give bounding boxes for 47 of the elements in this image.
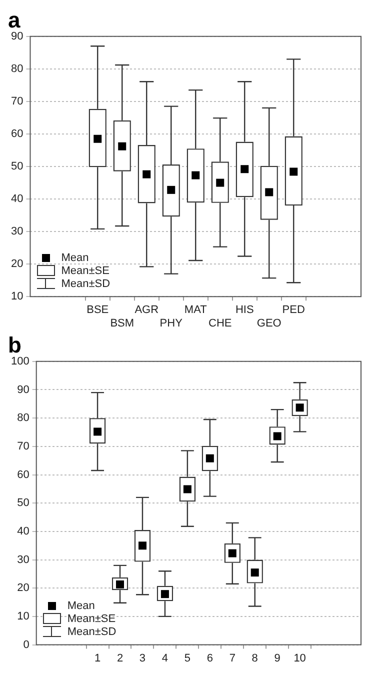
x-tick-label: 2 (116, 652, 124, 664)
x-tick-label: HIS (235, 304, 254, 316)
x-tick-label: PHY (160, 317, 184, 330)
x-tick-label: PED (282, 304, 305, 316)
y-tick-label: 30 (17, 554, 30, 566)
x-tick-label: 7 (229, 652, 236, 664)
x-tick-label: 1 (94, 652, 101, 664)
y-tick-label: 30 (10, 226, 24, 238)
annotation: Mean (67, 600, 95, 612)
y-tick-label: 40 (17, 525, 30, 538)
x-tick-label: AGR (134, 304, 159, 316)
x-tick-label: 3 (139, 652, 146, 664)
x-tick-label: GEO (256, 317, 282, 330)
x-tick-label: MAT (184, 304, 208, 316)
y-tick-label: 80 (10, 62, 24, 75)
x-tick-label: 10 (294, 652, 306, 664)
y-tick-label: 50 (10, 160, 24, 173)
x-tick-label: 9 (274, 652, 280, 664)
annotation: Mean±SD (67, 626, 116, 638)
y-tick-label: 100 (10, 355, 30, 368)
x-tick-label: BSE (86, 304, 109, 316)
y-tick-label: 60 (10, 128, 24, 140)
x-tick-label: CHE (208, 317, 232, 330)
x-tick-label: 6 (206, 652, 213, 664)
y-tick-label: 20 (10, 258, 24, 270)
y-tick-label: 90 (10, 30, 24, 42)
annotation: Mean±SE (61, 264, 110, 277)
y-tick-label: 60 (17, 468, 30, 481)
chart-title: a (8, 7, 21, 32)
chart-title: b (8, 332, 22, 358)
x-tick-label: BSM (110, 317, 134, 330)
y-tick-label: 10 (17, 610, 30, 622)
annotation: Mean±SD (61, 278, 110, 290)
y-tick-label: 10 (10, 290, 24, 303)
y-tick-label: 0 (23, 638, 30, 651)
annotation: Mean±SE (67, 612, 116, 625)
y-tick-label: 70 (17, 440, 30, 452)
y-tick-label: 70 (10, 95, 24, 108)
y-tick-label: 80 (17, 412, 30, 424)
x-tick-label: 4 (162, 652, 168, 664)
y-tick-label: 40 (10, 193, 24, 206)
y-tick-label: 90 (17, 384, 30, 396)
x-tick-label: 8 (252, 652, 258, 664)
x-tick-label: 5 (184, 652, 190, 664)
annotation: Mean (61, 252, 89, 264)
y-tick-label: 50 (17, 497, 30, 510)
y-tick-label: 20 (17, 582, 30, 594)
